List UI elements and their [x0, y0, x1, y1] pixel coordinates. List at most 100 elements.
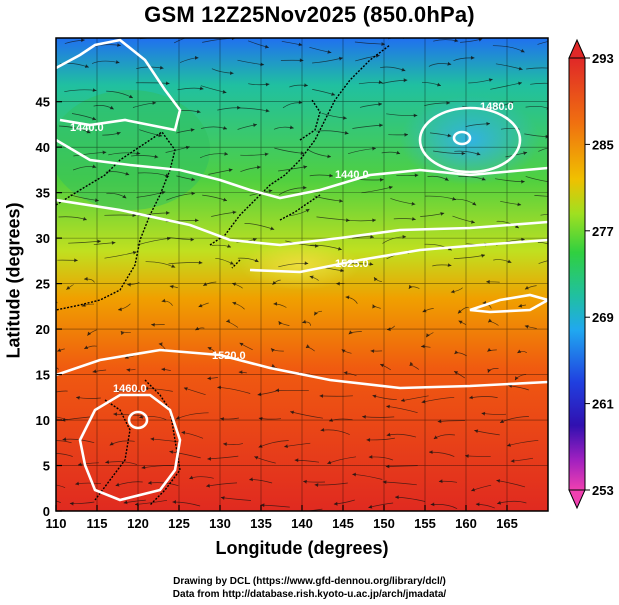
streamline-arrow	[232, 210, 237, 215]
streamline-arrow	[252, 238, 257, 242]
streamline-arrow	[447, 263, 452, 267]
streamline-arrow	[171, 264, 176, 268]
streamline-arrow	[421, 344, 425, 349]
streamline-arrow	[289, 125, 294, 130]
streamline-arrow	[198, 303, 203, 308]
colorbar-label: 269	[592, 310, 614, 325]
streamline-arrow	[111, 241, 116, 245]
streamline-arrow	[45, 451, 49, 455]
streamline	[538, 260, 548, 264]
streamline-arrow	[57, 348, 62, 352]
y-tick-label: 30	[36, 231, 50, 246]
streamline-arrow	[517, 202, 522, 207]
streamline-arrow	[265, 82, 270, 87]
streamline-arrow	[300, 151, 305, 155]
streamline-arrow	[109, 441, 114, 446]
streamline-arrow	[92, 88, 97, 92]
streamline-arrow	[369, 262, 374, 266]
streamline	[56, 416, 69, 421]
streamline-arrow	[374, 277, 378, 282]
credits-line-1: Drawing by DCL (https://www.gfd-dennou.o…	[173, 576, 446, 587]
streamline-arrow	[507, 259, 512, 264]
streamline-arrow	[426, 333, 430, 338]
streamline-arrow	[366, 438, 371, 442]
streamline-arrow	[454, 38, 459, 43]
streamline-arrow	[144, 386, 149, 391]
x-tick-label: 125	[168, 516, 190, 531]
x-tick-label: 165	[496, 516, 518, 531]
streamline	[530, 82, 548, 85]
streamline	[525, 176, 548, 182]
streamline-arrow	[461, 151, 466, 156]
streamline-arrow	[561, 37, 565, 41]
streamline-arrow	[273, 301, 278, 306]
streamline-arrow	[319, 394, 324, 398]
streamline-arrow	[481, 411, 486, 416]
streamline-arrow	[229, 261, 234, 265]
streamline-arrow	[458, 320, 463, 325]
streamline-arrow	[429, 450, 433, 454]
streamline-arrow	[345, 295, 350, 300]
streamline-arrow	[151, 323, 155, 327]
streamline-arrow	[341, 349, 346, 353]
streamline-arrow	[227, 244, 231, 248]
streamline-arrow	[158, 342, 163, 347]
colorbar-label: 253	[592, 483, 614, 498]
streamline-arrow	[465, 454, 469, 458]
streamline-arrow	[471, 220, 475, 224]
y-tick-label: 35	[36, 186, 50, 201]
streamline-arrow	[120, 331, 125, 336]
streamline	[56, 500, 61, 504]
streamline-arrow	[481, 253, 485, 258]
streamline-arrow	[165, 81, 170, 86]
streamline	[538, 147, 548, 152]
contour-label-5: 1460.0	[113, 383, 147, 395]
streamline-arrow	[475, 502, 480, 507]
streamlines	[45, 34, 565, 511]
streamline-arrow	[181, 430, 186, 435]
streamline-arrow	[488, 318, 492, 323]
streamline-arrow	[302, 319, 307, 324]
streamline-arrow	[378, 102, 382, 107]
streamline-arrow	[331, 92, 336, 96]
streamline-arrow	[304, 261, 309, 266]
streamline-arrow	[556, 181, 560, 185]
streamline-arrow	[305, 209, 310, 213]
streamline-arrow	[97, 239, 101, 244]
streamline-arrow	[162, 34, 166, 38]
streamline-arrow	[521, 237, 525, 242]
streamline-arrow	[438, 479, 443, 484]
streamline-arrow	[150, 437, 155, 441]
y-tick-label: 20	[36, 322, 50, 337]
streamline-arrow	[402, 234, 407, 239]
streamline-arrow	[303, 165, 308, 169]
streamline-arrow	[49, 297, 53, 300]
streamline-arrow	[264, 152, 269, 157]
streamline-arrow	[372, 146, 376, 151]
streamline-arrow	[481, 177, 486, 181]
streamline-arrow	[165, 173, 170, 178]
streamline	[537, 41, 548, 45]
streamline-arrow	[125, 171, 130, 176]
contour-labels: 1440.0 1440.0 1525.0 1520.0 1460.0 1480.…	[70, 101, 514, 395]
streamline-arrow	[139, 415, 144, 419]
streamline-arrow	[223, 197, 227, 202]
streamline-arrow	[195, 55, 199, 60]
streamline-arrow	[437, 82, 441, 87]
streamline-arrow	[339, 199, 343, 203]
streamline-arrow	[378, 80, 383, 85]
y-tick-label: 0	[43, 504, 50, 519]
streamline-arrow	[333, 501, 338, 506]
streamline-arrow	[457, 309, 462, 314]
plot-area: 1440.0 1440.0 1525.0 1520.0 1460.0 1480.…	[45, 34, 565, 511]
streamline-arrow	[487, 368, 491, 373]
streamline-arrow	[148, 480, 152, 485]
streamline-arrow	[487, 347, 492, 352]
streamline-arrow	[500, 419, 504, 423]
streamline-arrow	[309, 275, 314, 280]
streamline-arrow	[264, 44, 269, 49]
streamline-arrow	[408, 284, 413, 289]
streamline-arrow	[340, 268, 344, 273]
streamline-arrow	[343, 116, 347, 120]
streamline-arrow	[486, 279, 490, 284]
